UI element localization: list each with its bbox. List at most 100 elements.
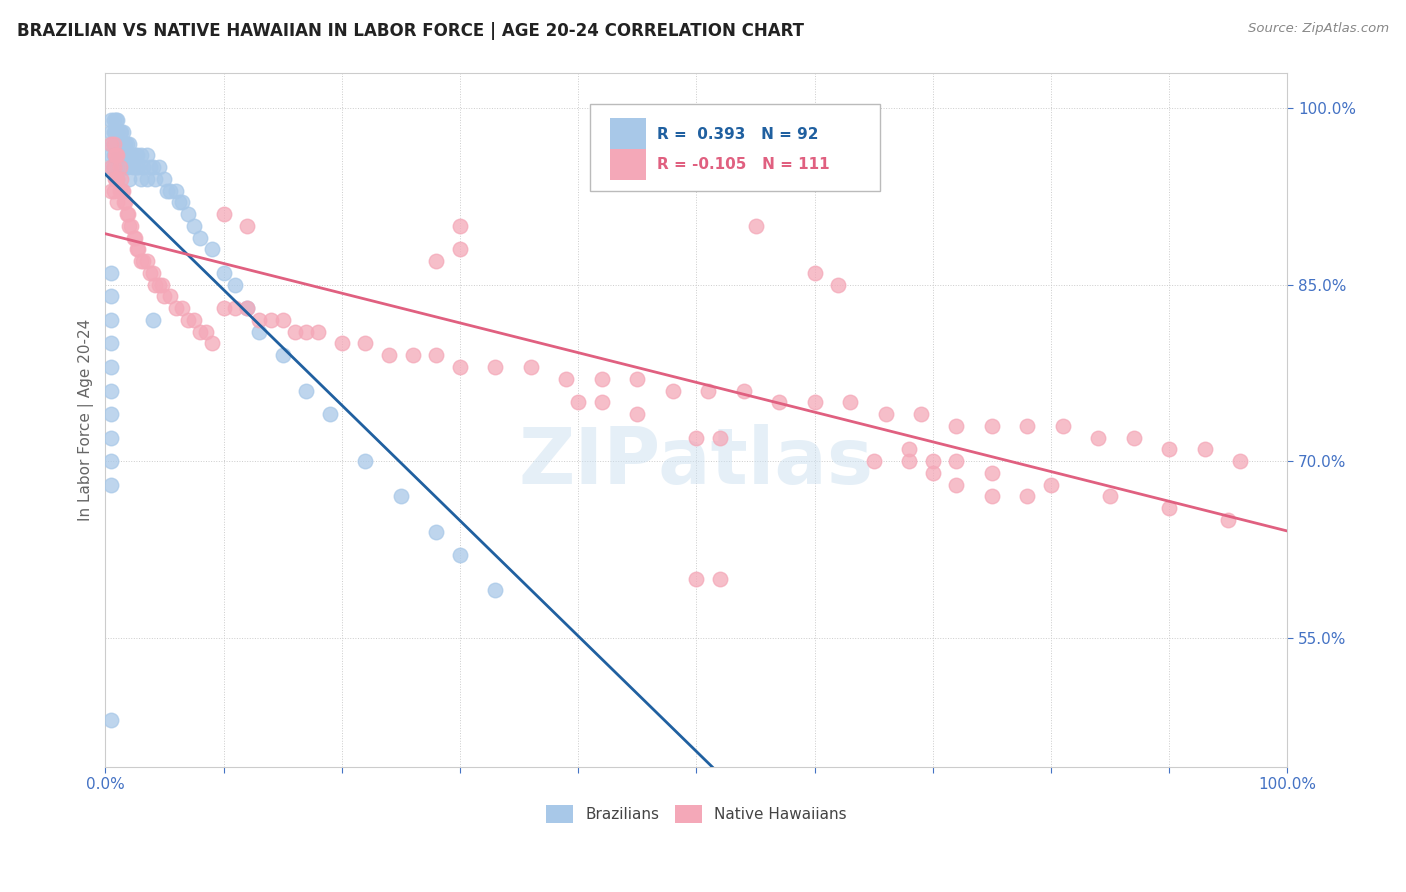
Point [295, 384, 318, 398]
Point [125, 160, 148, 174]
Point [150, 277, 173, 292]
Point [212, 207, 235, 221]
Point [100, 313, 122, 327]
Legend: Brazilians, Native Hawaiians: Brazilians, Native Hawaiians [540, 798, 853, 829]
Point [188, 230, 211, 244]
Point [108, 184, 131, 198]
Point [709, 431, 731, 445]
Point [111, 148, 134, 162]
Point [100, 336, 122, 351]
Point [183, 219, 205, 233]
Point [135, 171, 157, 186]
Point [100, 125, 122, 139]
Point [105, 113, 128, 128]
Point [111, 184, 134, 198]
Point [132, 160, 155, 174]
Point [201, 336, 224, 351]
Point [768, 395, 790, 409]
Point [100, 113, 122, 128]
Point [685, 572, 707, 586]
Point [425, 348, 447, 362]
Point [194, 325, 217, 339]
Y-axis label: In Labor Force | Age 20-24: In Labor Force | Age 20-24 [79, 318, 94, 521]
Point [555, 372, 578, 386]
Text: Source: ZipAtlas.com: Source: ZipAtlas.com [1249, 22, 1389, 36]
Point [744, 219, 766, 233]
Point [112, 136, 135, 151]
Point [425, 524, 447, 539]
Point [330, 336, 353, 351]
Point [105, 171, 128, 186]
Point [980, 418, 1002, 433]
Point [127, 243, 149, 257]
Point [135, 148, 157, 162]
Point [115, 160, 138, 174]
Point [114, 136, 136, 151]
Point [945, 454, 967, 468]
Point [165, 301, 187, 316]
Point [115, 136, 138, 151]
Point [283, 325, 305, 339]
Text: R =  0.393   N = 92: R = 0.393 N = 92 [658, 127, 818, 142]
Point [100, 136, 122, 151]
Point [127, 148, 149, 162]
Point [224, 301, 246, 316]
Point [247, 325, 270, 339]
Point [124, 230, 146, 244]
Point [105, 125, 128, 139]
Point [159, 289, 181, 303]
Point [124, 148, 146, 162]
Point [105, 171, 128, 186]
Point [104, 148, 127, 162]
Point [105, 160, 128, 174]
Point [100, 160, 122, 174]
Point [110, 125, 132, 139]
Point [295, 325, 318, 339]
Point [139, 160, 162, 174]
Point [1087, 431, 1109, 445]
Point [159, 184, 181, 198]
FancyBboxPatch shape [610, 119, 645, 150]
Point [103, 184, 125, 198]
Point [103, 160, 125, 174]
FancyBboxPatch shape [591, 104, 880, 191]
Point [153, 171, 176, 186]
Point [100, 713, 122, 727]
Point [236, 301, 259, 316]
Point [143, 277, 166, 292]
Point [104, 136, 127, 151]
Point [148, 277, 170, 292]
Point [118, 219, 141, 233]
FancyBboxPatch shape [610, 149, 645, 180]
Point [862, 454, 884, 468]
Point [121, 160, 143, 174]
Point [103, 136, 125, 151]
Point [103, 113, 125, 128]
Point [110, 171, 132, 186]
Point [212, 266, 235, 280]
Point [112, 184, 135, 198]
Point [111, 136, 134, 151]
Point [100, 384, 122, 398]
Point [449, 243, 471, 257]
Point [1159, 501, 1181, 516]
Point [733, 384, 755, 398]
Point [148, 160, 170, 174]
Point [103, 125, 125, 139]
Point [118, 171, 141, 186]
Point [153, 289, 176, 303]
Point [567, 395, 589, 409]
Point [484, 583, 506, 598]
Point [1194, 442, 1216, 457]
Point [110, 148, 132, 162]
Point [898, 454, 921, 468]
Point [626, 407, 648, 421]
Point [142, 313, 165, 327]
Point [105, 136, 128, 151]
Point [115, 207, 138, 221]
Point [389, 489, 412, 503]
Point [1218, 513, 1240, 527]
Point [122, 230, 145, 244]
Point [156, 184, 179, 198]
Point [132, 254, 155, 268]
